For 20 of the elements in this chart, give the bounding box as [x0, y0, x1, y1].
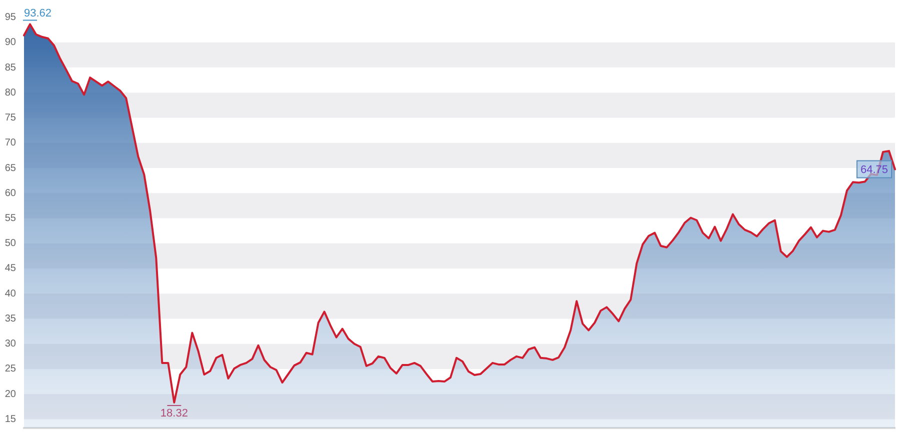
data-label: 18.32 [160, 408, 188, 420]
y-tick-label: 90 [4, 37, 16, 48]
y-tick-label: 45 [4, 263, 16, 274]
y-tick-label: 95 [4, 12, 16, 24]
y-tick-label: 70 [4, 138, 16, 149]
y-tick-label: 30 [4, 338, 16, 350]
y-tick-label: 35 [4, 313, 16, 324]
y-tick-label: 65 [4, 162, 16, 174]
y-tick-label: 25 [4, 364, 16, 375]
y-tick-label: 85 [4, 62, 16, 74]
y-tick-label: 75 [4, 112, 16, 124]
y-tick-label: 40 [4, 288, 16, 300]
y-tick-label: 15 [4, 414, 16, 425]
y-tick-label: 80 [4, 87, 16, 98]
y-tick-label: 60 [4, 188, 16, 199]
y-tick-label: 55 [4, 213, 16, 224]
y-tick-label: 50 [4, 238, 16, 250]
data-label: 93.62 [24, 7, 52, 20]
data-label: 64.75 [860, 164, 888, 176]
y-tick-label: 20 [4, 388, 16, 400]
